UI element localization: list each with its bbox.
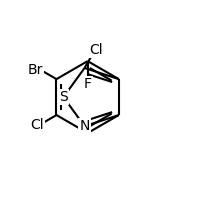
Text: Cl: Cl xyxy=(30,118,43,132)
Text: N: N xyxy=(79,119,90,133)
Text: Cl: Cl xyxy=(90,43,103,57)
Text: F: F xyxy=(84,77,92,91)
Text: S: S xyxy=(59,90,68,104)
Text: Br: Br xyxy=(28,63,43,77)
